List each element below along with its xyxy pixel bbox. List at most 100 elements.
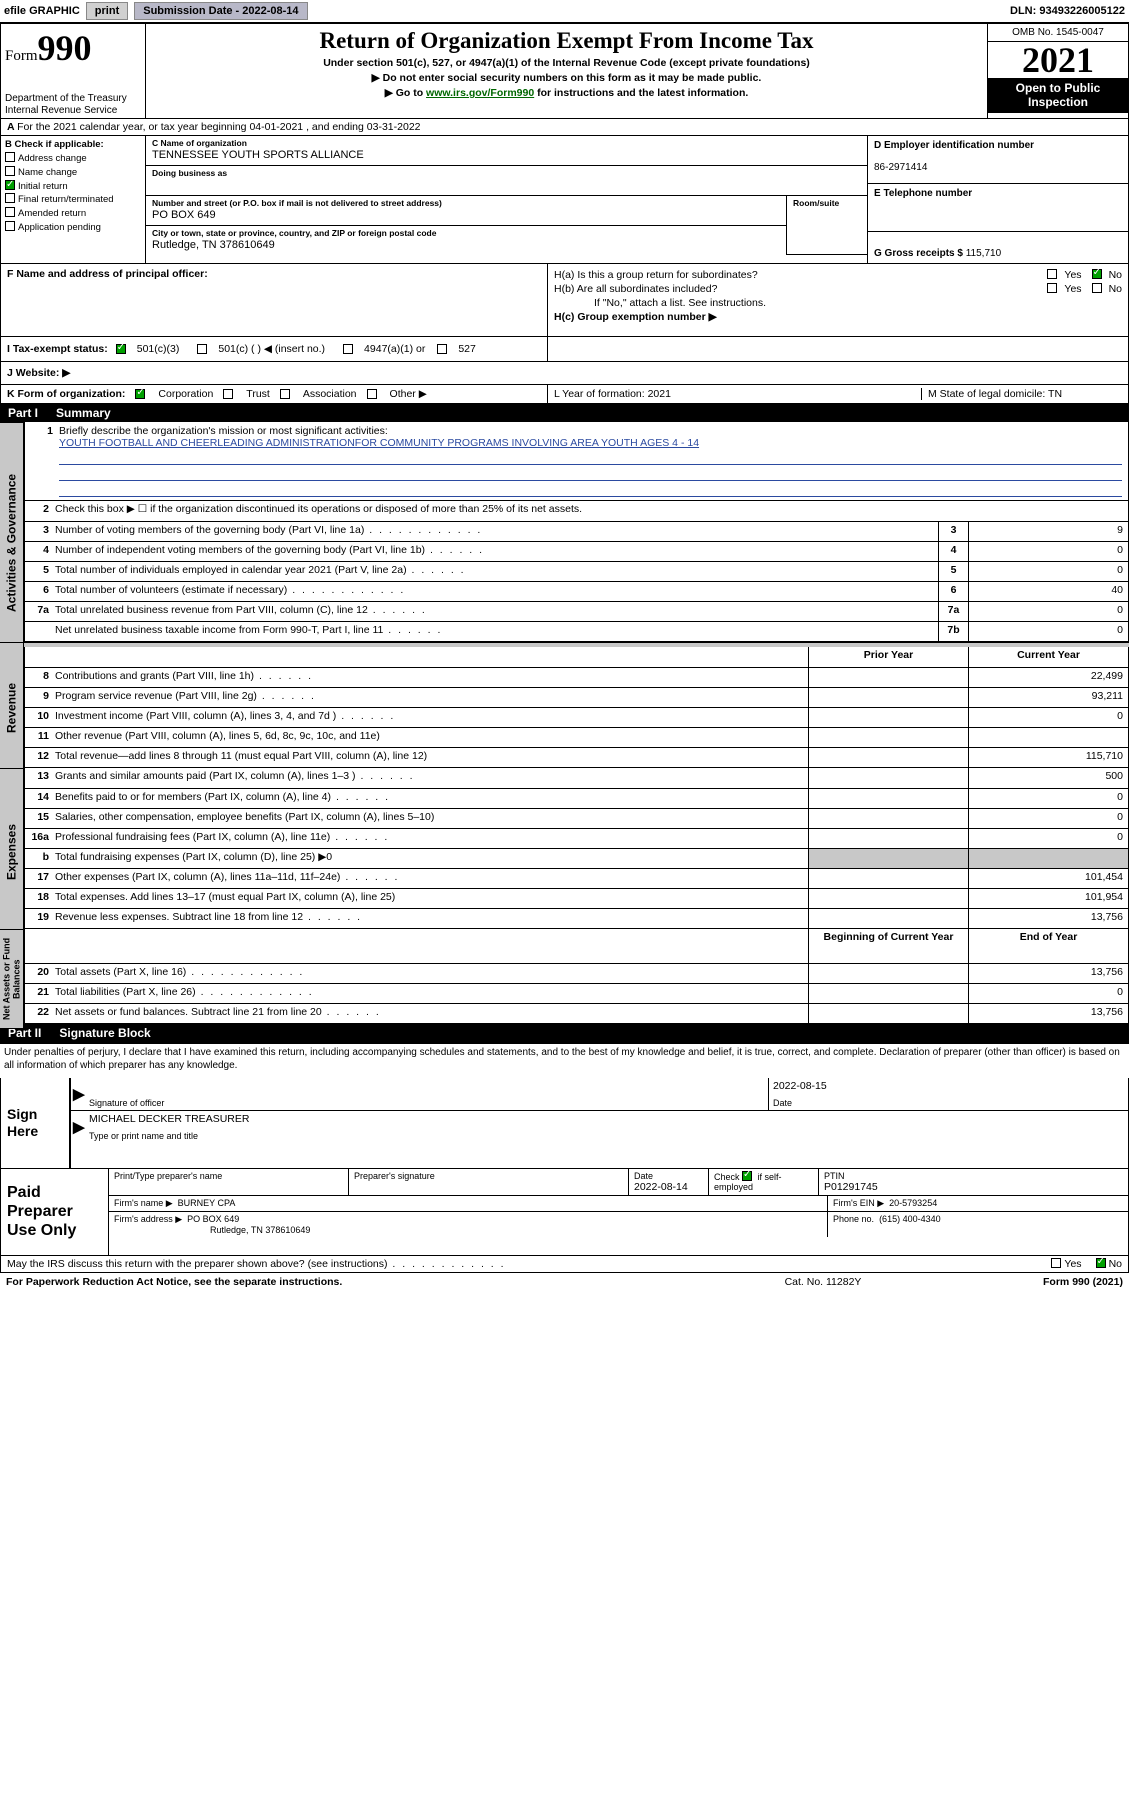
submission-date-button[interactable]: Submission Date - 2022-08-14 — [134, 2, 307, 20]
line-20: 20 Total assets (Part X, line 16) 13,756 — [25, 963, 1128, 983]
sign-here-label: Sign Here — [1, 1078, 71, 1168]
line-11: 11 Other revenue (Part VIII, column (A),… — [25, 727, 1128, 747]
section-c-name: C Name of organization TENNESSEE YOUTH S… — [146, 136, 867, 166]
instr-goto: ▶ Go to www.irs.gov/Form990 for instruct… — [152, 87, 981, 99]
penalties-declaration: Under penalties of perjury, I declare th… — [0, 1042, 1129, 1078]
sign-date: 2022-08-15 — [773, 1080, 1124, 1098]
instr-ssn: ▶ Do not enter social security numbers o… — [152, 72, 981, 84]
expenses-section: 13 Grants and similar amounts paid (Part… — [24, 768, 1129, 929]
section-d-ein: D Employer identification number 86-2971… — [868, 136, 1128, 184]
section-h-c: H(c) Group exemption number ▶ — [554, 310, 1122, 324]
firm-addr-2: Rutledge, TN 378610649 — [210, 1225, 310, 1235]
phone-value: (615) 400-4340 — [879, 1214, 941, 1224]
section-k-l-m: K Form of organization: Corporation Trus… — [0, 385, 1129, 404]
arrow-icon: ▶ — [71, 1085, 85, 1103]
line-12: 12 Total revenue—add lines 8 through 11 … — [25, 747, 1128, 767]
line-13: 13 Grants and similar amounts paid (Part… — [25, 768, 1128, 788]
na-header: Beginning of Current Year End of Year — [25, 929, 1128, 963]
firm-ein-label: Firm's EIN ▶ — [833, 1198, 884, 1208]
paid-preparer-block: Paid Preparer Use Only Print/Type prepar… — [0, 1169, 1129, 1256]
line-5: 5 Total number of individuals employed i… — [25, 561, 1128, 581]
line-9: 9 Program service revenue (Part VIII, li… — [25, 687, 1128, 707]
line-17: 17 Other expenses (Part IX, column (A), … — [25, 868, 1128, 888]
form-title: Return of Organization Exempt From Incom… — [152, 28, 981, 54]
section-i-j-row: I Tax-exempt status: 501(c)(3) 501(c) ( … — [0, 337, 1129, 362]
vtab-net-assets: Net Assets or Fund Balances — [0, 929, 24, 1029]
section-m-state: M State of legal domicile: TN — [922, 388, 1122, 400]
section-b-checkboxes: B Check if applicable: Address change Na… — [1, 136, 146, 263]
section-h-a: H(a) Is this a group return for subordin… — [554, 268, 1122, 282]
self-employed-check: Check if self-employed — [709, 1169, 819, 1195]
revenue-section: Prior Year Current Year 8 Contributions … — [24, 647, 1129, 768]
preparer-date-label: Date — [634, 1171, 653, 1181]
open-public-badge: Open to Public Inspection — [988, 78, 1128, 113]
firm-name-label: Firm's name ▶ — [114, 1198, 173, 1208]
line-14: 14 Benefits paid to or for members (Part… — [25, 788, 1128, 808]
irs-url-link[interactable]: www.irs.gov/Form990 — [426, 87, 534, 99]
signature-of-officer-label: Signature of officer — [89, 1098, 164, 1108]
preparer-date: 2022-08-14 — [634, 1181, 703, 1193]
line-7a: 7a Total unrelated business revenue from… — [25, 601, 1128, 621]
line-1-mission: 1 Briefly describe the organization's mi… — [24, 422, 1129, 501]
line-22: 22 Net assets or fund balances. Subtract… — [25, 1003, 1128, 1023]
form-number: Form990 — [5, 28, 141, 69]
vtab-revenue: Revenue — [0, 642, 24, 773]
section-c-dba: Doing business as — [146, 166, 867, 196]
line-16a: 16a Professional fundraising fees (Part … — [25, 828, 1128, 848]
line-15: 15 Salaries, other compensation, employe… — [25, 808, 1128, 828]
section-i-tax-exempt: I Tax-exempt status: 501(c)(3) 501(c) ( … — [7, 341, 541, 357]
dept-label: Department of the Treasury — [5, 93, 141, 105]
section-c-room: Room/suite — [787, 196, 867, 213]
firm-addr-1: PO BOX 649 — [187, 1214, 239, 1224]
firm-name: BURNEY CPA — [178, 1198, 236, 1208]
arrow-icon: ▶ — [71, 1118, 85, 1136]
may-discuss-row: May the IRS discuss this return with the… — [0, 1256, 1129, 1273]
officer-name: MICHAEL DECKER TREASURER — [89, 1113, 1124, 1131]
section-f-h: F Name and address of principal officer:… — [0, 264, 1129, 337]
line-3: 3 Number of voting members of the govern… — [25, 521, 1128, 541]
top-bar: efile GRAPHIC print Submission Date - 20… — [0, 0, 1129, 23]
section-e-phone: E Telephone number — [868, 184, 1128, 232]
preparer-sig-label: Preparer's signature — [354, 1171, 435, 1181]
net-assets-section: Beginning of Current Year End of Year 20… — [24, 929, 1129, 1024]
form-header: Form990 Department of the Treasury Inter… — [0, 23, 1129, 119]
line-19: 19 Revenue less expenses. Subtract line … — [25, 908, 1128, 928]
dln-label: DLN: 93493226005122 — [1010, 5, 1125, 17]
part-i-header: Part ISummary — [0, 404, 1129, 422]
line-16b: b Total fundraising expenses (Part IX, c… — [25, 848, 1128, 868]
line-2: 2 Check this box ▶ ☐ if the organization… — [25, 501, 1128, 521]
vtab-expenses: Expenses — [0, 768, 24, 936]
paid-preparer-label: Paid Preparer Use Only — [1, 1169, 109, 1255]
section-l-year: L Year of formation: 2021 — [554, 388, 922, 400]
section-j-website: J Website: ▶ — [0, 362, 1129, 385]
firm-ein: 20-5793254 — [889, 1198, 937, 1208]
part-ii-header: Part IISignature Block — [0, 1024, 1129, 1042]
line-7b: Net unrelated business taxable income fr… — [25, 621, 1128, 641]
line-8: 8 Contributions and grants (Part VIII, l… — [25, 667, 1128, 687]
firm-addr-label: Firm's address ▶ — [114, 1214, 182, 1224]
ptin: P01291745 — [824, 1181, 1123, 1193]
page-footer: For Paperwork Reduction Act Notice, see … — [0, 1273, 1129, 1291]
section-f-label: F Name and address of principal officer: — [7, 268, 208, 280]
print-button[interactable]: print — [86, 2, 128, 20]
revenue-header: Prior Year Current Year — [25, 647, 1128, 667]
efile-label: efile GRAPHIC — [4, 5, 80, 17]
line-18: 18 Total expenses. Add lines 13–17 (must… — [25, 888, 1128, 908]
ptin-label: PTIN — [824, 1171, 845, 1181]
sign-here-block: Sign Here ▶ Signature of officer 2022-08… — [0, 1078, 1129, 1169]
form-subtitle: Under section 501(c), 527, or 4947(a)(1)… — [152, 57, 981, 69]
section-g-gross: G Gross receipts $ 115,710 — [868, 232, 1128, 263]
name-title-label: Type or print name and title — [89, 1131, 198, 1141]
preparer-name-label: Print/Type preparer's name — [114, 1171, 222, 1181]
line-10: 10 Investment income (Part VIII, column … — [25, 707, 1128, 727]
phone-label: Phone no. — [833, 1214, 874, 1224]
section-c-city: City or town, state or province, country… — [146, 226, 786, 255]
line-21: 21 Total liabilities (Part X, line 26) 0 — [25, 983, 1128, 1003]
irs-label: Internal Revenue Service — [5, 105, 141, 117]
governance-lines: 2 Check this box ▶ ☐ if the organization… — [24, 501, 1129, 642]
vtab-activities-governance: Activities & Governance — [0, 422, 24, 664]
date-label: Date — [773, 1098, 792, 1108]
tax-year: 2021 — [988, 42, 1128, 78]
line-6: 6 Total number of volunteers (estimate i… — [25, 581, 1128, 601]
line-4: 4 Number of independent voting members o… — [25, 541, 1128, 561]
